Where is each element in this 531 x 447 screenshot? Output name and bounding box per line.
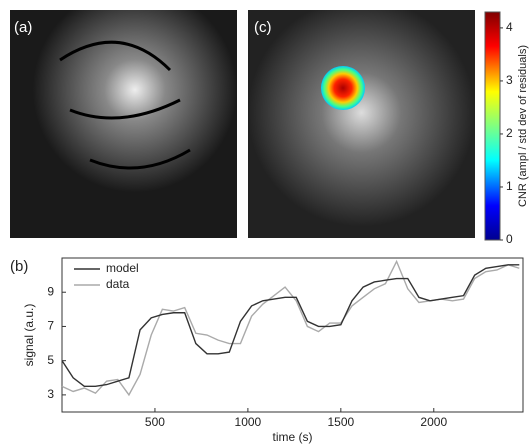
x-tick-label: 2000 [420,415,447,429]
series-line [61,259,520,397]
plot-frame [61,257,524,413]
y-tick-label: 9 [47,284,54,298]
x-tick-label: 1500 [327,415,354,429]
x-axis-label: time (s) [273,430,313,444]
colorbar-tick-label: 3 [506,73,513,87]
y-axis-label: signal (a.u.) [22,304,36,367]
x-tick-label: 500 [145,415,165,429]
panel-label: (c) [254,19,272,36]
panel-label: (a) [14,19,32,36]
y-tick-label: 7 [47,319,54,333]
legend-label: model [106,261,139,275]
panel-label: (b) [10,258,28,275]
x-tick-label: 1000 [235,415,262,429]
image-contours [59,40,191,170]
series-line [61,264,520,388]
colorbar-tick-label: 4 [506,20,513,34]
activation-blob [321,66,365,110]
y-tick-label: 5 [47,353,54,367]
image-c [248,10,475,238]
colorbar [484,11,501,241]
colorbar-label: CNR (ampl / std dev of residuals) [517,45,529,207]
colorbar-tick-label: 1 [506,179,513,193]
legend-label: data [106,277,130,291]
image-a [10,10,237,238]
y-tick-label: 3 [47,387,54,401]
colorbar-tick-label: 2 [506,126,513,140]
colorbar-tick-label: 0 [506,232,513,246]
